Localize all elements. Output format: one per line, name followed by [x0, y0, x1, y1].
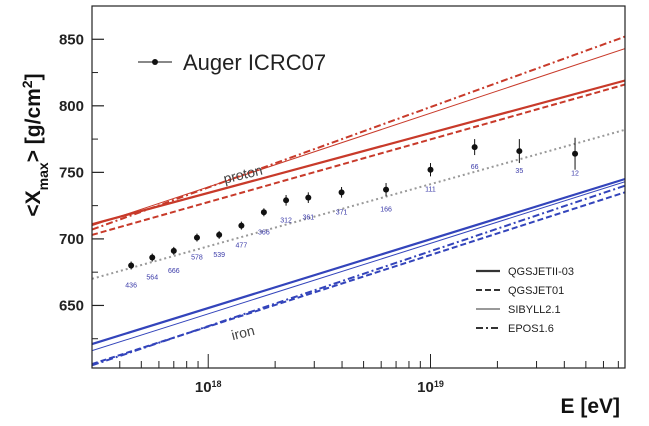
y-axis-title-prefix: <X	[22, 190, 45, 216]
count-label: 371	[336, 209, 348, 216]
line-iron-solid	[92, 177, 625, 346]
axes: 650 700 750 800 850 1018 1019	[59, 31, 619, 396]
line-proton-dashed	[92, 83, 625, 236]
data-point	[383, 186, 390, 193]
y-tick-label: 800	[59, 98, 84, 115]
count-label: 564	[146, 275, 158, 282]
plot-frame	[91, 5, 626, 369]
data-point	[305, 194, 312, 201]
data-point	[216, 231, 223, 238]
count-label: 477	[236, 243, 248, 250]
data-point	[193, 234, 200, 241]
x-tick-label: 1018	[195, 379, 222, 396]
data-point	[260, 209, 267, 216]
x-tick-label: 1019	[417, 379, 444, 396]
data-point	[238, 222, 245, 229]
auger-trend	[92, 128, 625, 280]
y-axis-title-suffix: ]	[22, 73, 45, 80]
count-label: 666	[168, 268, 180, 275]
count-label: 436	[125, 283, 137, 290]
data-point	[128, 262, 135, 269]
line-iron-dashdot	[92, 184, 625, 367]
auger-legend-marker	[152, 59, 158, 65]
line-proton-thin	[92, 48, 625, 227]
y-tick-label: 700	[59, 231, 84, 248]
legend-label: EPOS1.6	[508, 323, 554, 335]
y-axis-title-subscript: max	[35, 162, 51, 190]
line-proton-solid	[92, 79, 625, 226]
auger-points	[128, 137, 579, 270]
data-point	[170, 247, 177, 254]
auger-legend-label: Auger ICRC07	[183, 50, 326, 75]
data-point	[427, 166, 434, 173]
count-label: 12	[571, 171, 579, 178]
count-label: 111	[425, 187, 436, 194]
count-label: 312	[280, 217, 292, 224]
auger-legend: Auger ICRC07	[138, 50, 326, 75]
model-lines	[92, 35, 625, 367]
trend-line	[92, 128, 625, 280]
count-label: 166	[380, 207, 392, 214]
y-axis-title: <Xmax> [g/cm2]	[19, 73, 51, 216]
data-point	[149, 254, 156, 261]
legend-label: QGSJET01	[508, 285, 564, 297]
line-iron-dashed	[92, 191, 625, 365]
count-label: 539	[213, 252, 225, 259]
data-point	[516, 148, 523, 155]
y-tick-label: 750	[59, 164, 84, 181]
x-axis-title: E [eV]	[560, 395, 620, 418]
legend: QGSJETII-03 QGSJET01 SIBYLL2.1 EPOS1.6	[476, 266, 574, 335]
count-label: 35	[515, 168, 523, 175]
data-point	[471, 144, 478, 151]
count-label: 361	[302, 215, 314, 222]
data-point	[338, 189, 345, 196]
legend-label: QGSJETII-03	[508, 266, 574, 278]
count-label: 66	[471, 164, 479, 171]
data-point	[572, 150, 579, 157]
line-iron-thin	[92, 181, 625, 352]
y-tick-label: 850	[59, 31, 84, 48]
count-label: 366	[258, 229, 270, 236]
count-label: 578	[191, 255, 203, 262]
event-counts: 436 564 666 578 539 477 366 312 361 371 166 111 66 35…	[125, 164, 579, 289]
line-proton-dashdot	[92, 35, 625, 231]
y-axis-title-superscript: 2	[19, 80, 35, 88]
y-axis-title-middle: > [g/cm	[22, 88, 45, 162]
data-point	[283, 197, 290, 204]
primary-label-iron: iron	[230, 322, 257, 343]
y-tick-label: 650	[59, 297, 84, 314]
legend-label: SIBYLL2.1	[508, 304, 561, 316]
